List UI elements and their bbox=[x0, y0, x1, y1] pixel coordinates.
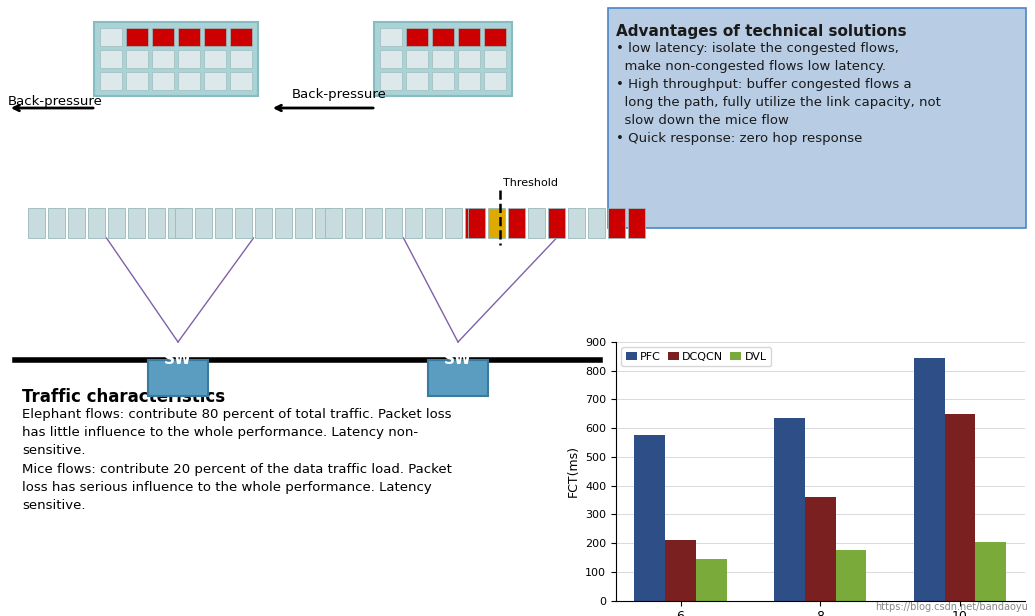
Bar bbox=[634, 436, 666, 601]
Bar bbox=[230, 72, 252, 90]
Bar bbox=[380, 50, 402, 68]
FancyBboxPatch shape bbox=[608, 8, 1026, 228]
Bar bbox=[484, 50, 506, 68]
Bar bbox=[100, 28, 122, 46]
Bar bbox=[152, 28, 174, 46]
Bar bbox=[628, 208, 645, 238]
Bar bbox=[945, 414, 975, 601]
Bar bbox=[168, 208, 185, 238]
Bar bbox=[608, 208, 625, 238]
Bar bbox=[152, 50, 174, 68]
Text: Back-pressure: Back-pressure bbox=[8, 95, 102, 108]
Bar bbox=[696, 559, 727, 601]
Bar bbox=[204, 50, 226, 68]
Bar bbox=[126, 28, 148, 46]
Bar bbox=[432, 50, 454, 68]
Bar bbox=[406, 50, 428, 68]
Legend: PFC, DCQCN, DVL: PFC, DCQCN, DVL bbox=[621, 347, 771, 367]
Bar bbox=[528, 208, 545, 238]
Bar bbox=[774, 418, 805, 601]
Bar bbox=[975, 541, 1006, 601]
Bar bbox=[255, 208, 272, 238]
Bar bbox=[468, 208, 485, 238]
Bar bbox=[108, 208, 125, 238]
Text: Advantages of technical solutions: Advantages of technical solutions bbox=[616, 24, 907, 39]
Bar bbox=[487, 208, 505, 238]
Bar bbox=[315, 208, 332, 238]
Bar bbox=[588, 208, 605, 238]
Bar bbox=[100, 72, 122, 90]
Text: Traffic characteristics: Traffic characteristics bbox=[22, 388, 226, 406]
Bar bbox=[275, 208, 292, 238]
Text: SW: SW bbox=[165, 352, 191, 368]
Bar bbox=[325, 208, 342, 238]
Bar bbox=[835, 550, 866, 601]
Bar bbox=[178, 28, 200, 46]
Bar bbox=[568, 208, 585, 238]
Bar bbox=[484, 28, 506, 46]
FancyBboxPatch shape bbox=[428, 360, 487, 396]
Bar bbox=[445, 208, 462, 238]
Text: SW: SW bbox=[444, 352, 472, 368]
Bar bbox=[459, 72, 480, 90]
Bar bbox=[175, 208, 193, 238]
Bar bbox=[88, 208, 105, 238]
Text: • low latency: isolate the congested flows,
  make non-congested flows low laten: • low latency: isolate the congested flo… bbox=[616, 42, 941, 145]
Bar bbox=[380, 72, 402, 90]
Bar bbox=[432, 72, 454, 90]
Bar bbox=[405, 208, 422, 238]
Bar bbox=[380, 28, 402, 46]
Y-axis label: FCT(ms): FCT(ms) bbox=[566, 445, 580, 497]
Bar bbox=[204, 72, 226, 90]
Bar bbox=[128, 208, 145, 238]
Bar bbox=[406, 72, 428, 90]
Bar bbox=[425, 208, 442, 238]
Bar bbox=[230, 50, 252, 68]
Bar bbox=[805, 497, 835, 601]
Bar bbox=[68, 208, 85, 238]
FancyBboxPatch shape bbox=[94, 22, 258, 96]
Bar bbox=[459, 50, 480, 68]
Bar bbox=[152, 72, 174, 90]
Bar bbox=[230, 28, 252, 46]
Bar bbox=[666, 540, 696, 601]
Bar bbox=[345, 208, 362, 238]
Bar bbox=[148, 208, 165, 238]
Bar bbox=[126, 50, 148, 68]
FancyBboxPatch shape bbox=[374, 22, 512, 96]
Text: https://blog.csdn.net/bandaoyu: https://blog.csdn.net/bandaoyu bbox=[876, 602, 1028, 612]
Bar bbox=[48, 208, 65, 238]
Bar bbox=[365, 208, 382, 238]
Text: Elephant flows: contribute 80 percent of total traffic. Packet loss
has little i: Elephant flows: contribute 80 percent of… bbox=[22, 408, 452, 512]
Bar bbox=[484, 72, 506, 90]
Bar bbox=[508, 208, 525, 238]
Bar bbox=[914, 358, 945, 601]
Bar bbox=[178, 50, 200, 68]
Bar bbox=[235, 208, 252, 238]
Text: Back-pressure: Back-pressure bbox=[292, 88, 387, 101]
Bar bbox=[432, 28, 454, 46]
Bar bbox=[126, 72, 148, 90]
Bar bbox=[548, 208, 565, 238]
Bar bbox=[204, 28, 226, 46]
Text: Threshold: Threshold bbox=[503, 178, 558, 188]
Bar bbox=[195, 208, 212, 238]
Bar bbox=[100, 50, 122, 68]
FancyBboxPatch shape bbox=[148, 360, 208, 396]
Bar bbox=[215, 208, 232, 238]
Bar bbox=[459, 28, 480, 46]
Bar bbox=[28, 208, 45, 238]
Bar bbox=[406, 28, 428, 46]
Bar bbox=[465, 208, 482, 238]
Bar bbox=[295, 208, 312, 238]
Bar bbox=[178, 72, 200, 90]
Bar bbox=[385, 208, 402, 238]
